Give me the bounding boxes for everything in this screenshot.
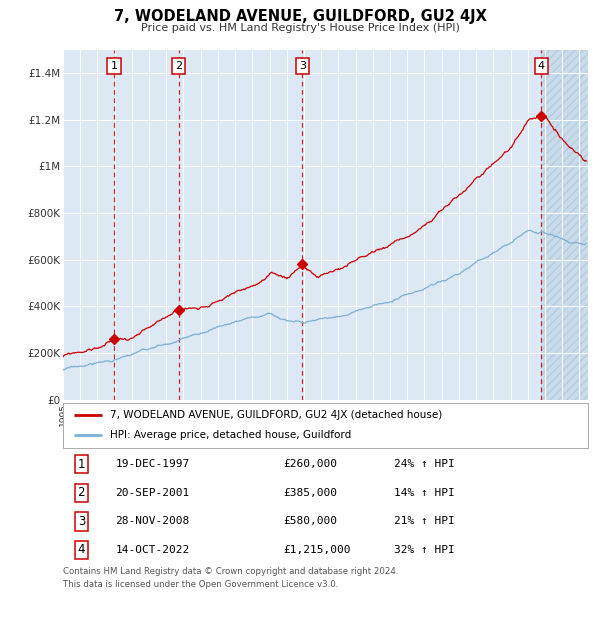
Bar xyxy=(541,50,588,400)
Text: 2: 2 xyxy=(175,61,182,71)
Text: 19-DEC-1997: 19-DEC-1997 xyxy=(115,459,190,469)
Text: 1: 1 xyxy=(77,458,85,471)
Text: 14-OCT-2022: 14-OCT-2022 xyxy=(115,545,190,555)
Text: 32% ↑ HPI: 32% ↑ HPI xyxy=(394,545,455,555)
Text: £580,000: £580,000 xyxy=(284,516,337,526)
Text: 7, WODELAND AVENUE, GUILDFORD, GU2 4JX: 7, WODELAND AVENUE, GUILDFORD, GU2 4JX xyxy=(113,9,487,24)
Text: Price paid vs. HM Land Registry's House Price Index (HPI): Price paid vs. HM Land Registry's House … xyxy=(140,23,460,33)
Text: £1,215,000: £1,215,000 xyxy=(284,545,351,555)
Text: 24% ↑ HPI: 24% ↑ HPI xyxy=(394,459,455,469)
Bar xyxy=(541,50,588,400)
Text: 3: 3 xyxy=(299,61,306,71)
Text: 3: 3 xyxy=(77,515,85,528)
Text: 14% ↑ HPI: 14% ↑ HPI xyxy=(394,488,455,498)
Text: 7, WODELAND AVENUE, GUILDFORD, GU2 4JX (detached house): 7, WODELAND AVENUE, GUILDFORD, GU2 4JX (… xyxy=(110,410,443,420)
Text: 4: 4 xyxy=(77,544,85,556)
Text: 1: 1 xyxy=(110,61,118,71)
Text: 20-SEP-2001: 20-SEP-2001 xyxy=(115,488,190,498)
Text: £260,000: £260,000 xyxy=(284,459,337,469)
Text: £385,000: £385,000 xyxy=(284,488,337,498)
Text: 28-NOV-2008: 28-NOV-2008 xyxy=(115,516,190,526)
Text: HPI: Average price, detached house, Guildford: HPI: Average price, detached house, Guil… xyxy=(110,430,352,440)
Text: 21% ↑ HPI: 21% ↑ HPI xyxy=(394,516,455,526)
Text: Contains HM Land Registry data © Crown copyright and database right 2024.
This d: Contains HM Land Registry data © Crown c… xyxy=(63,567,398,589)
Text: 4: 4 xyxy=(538,61,545,71)
Text: 2: 2 xyxy=(77,487,85,499)
